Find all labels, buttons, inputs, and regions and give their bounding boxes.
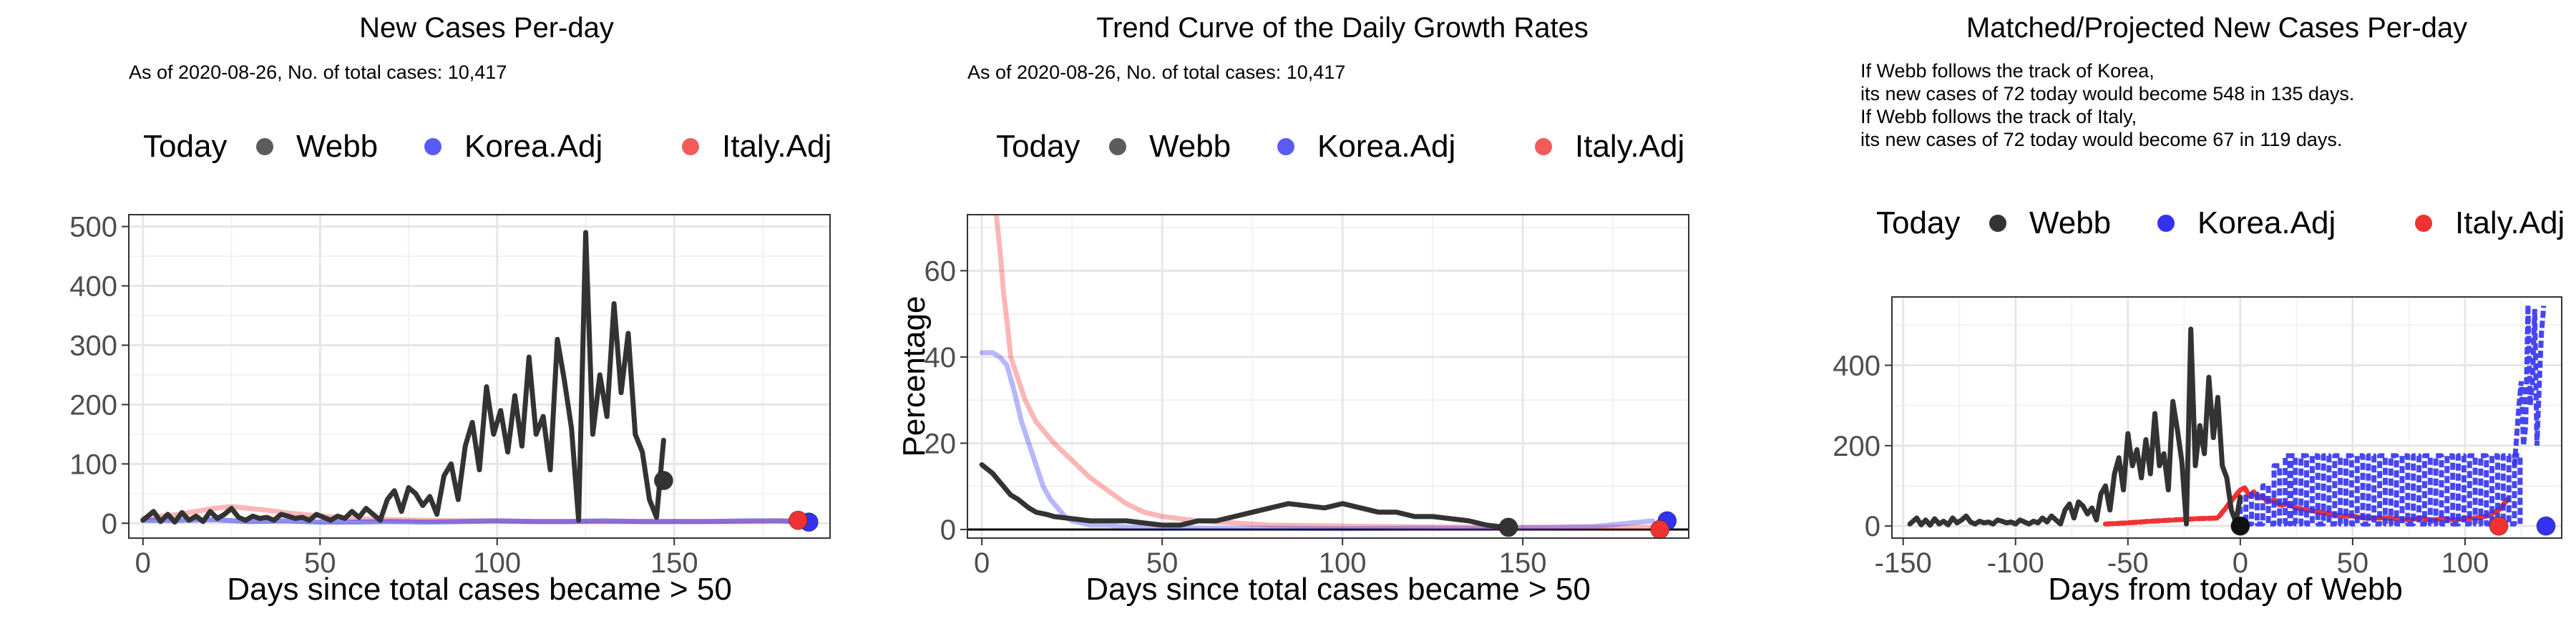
- chart-panel-1: New Cases Per-day As of 2020-08-26, No. o…: [69, 12, 831, 607]
- legend-label-webb: Webb: [1149, 129, 1231, 164]
- y-tick-label: 20: [924, 428, 957, 459]
- x-tick-label: 0: [974, 547, 990, 579]
- legend-label-korea: Korea.Adj: [464, 129, 602, 164]
- plot-area: [967, 215, 1689, 532]
- chart-title: New Cases Per-day: [359, 12, 614, 44]
- legend-label-webb: Webb: [296, 129, 378, 164]
- legend-key-italy: [682, 138, 699, 155]
- today-marker-italy: [2489, 516, 2509, 536]
- today-marker-italy: [1650, 519, 1670, 540]
- grid: [129, 215, 830, 538]
- series-line-korea: [140, 517, 804, 525]
- legend-label-italy: Italy.Adj: [2455, 205, 2565, 240]
- y-axis-label: Percentage: [897, 296, 932, 457]
- series-line-webb: [979, 462, 1508, 530]
- legend-key-webb: [1989, 215, 2006, 232]
- x-tick-label: 100: [1319, 547, 1367, 579]
- annotation-line-3: If Webb follows the track of Italy,: [1860, 106, 2137, 127]
- annotation-line-4: its new cases of 72 today would become 6…: [1860, 129, 2342, 150]
- grid: [1892, 297, 2562, 538]
- legend-label-italy: Italy.Adj: [722, 129, 831, 164]
- series-tail-korea: [2512, 305, 2547, 467]
- chart-panel-2: Trend Curve of the Daily Growth Rates As …: [897, 12, 1689, 607]
- grid: [967, 215, 1689, 538]
- x-tick-label: 0: [135, 547, 151, 579]
- x-tick-label: -150: [1875, 547, 1932, 579]
- panel-border: [1891, 296, 2562, 539]
- y-tick-label: 300: [69, 330, 117, 361]
- plot-area: [140, 230, 804, 525]
- chart-title: Matched/Projected New Cases Per-day: [1966, 12, 2467, 44]
- legend: Today Webb Korea.Adj Italy.Adj: [143, 129, 831, 164]
- today-marker-webb: [653, 471, 673, 491]
- legend-key-italy: [2415, 215, 2432, 232]
- chart-subtitle: As of 2020-08-26, No. of total cases: 10…: [967, 62, 1345, 83]
- today-marker-webb: [2230, 516, 2250, 536]
- x-axis-label: Days since total cases became > 50: [227, 572, 732, 607]
- annotation-line-1: If Webb follows the track of Korea,: [1860, 60, 2155, 82]
- y-tick-label: 200: [69, 389, 117, 421]
- y-tick-label: 500: [69, 212, 117, 243]
- x-tick-label: 50: [2337, 547, 2369, 579]
- x-tick-label: 50: [304, 547, 336, 579]
- x-tick-label: -50: [2107, 547, 2149, 579]
- series-line-korea: [2238, 453, 2523, 527]
- series-line-webb: [1907, 326, 2243, 528]
- series-line-webb: [140, 230, 666, 525]
- legend-key-webb: [1109, 138, 1126, 155]
- legend-key-webb: [256, 138, 273, 155]
- panel-border: [967, 214, 1689, 539]
- y-tick-label: 200: [1833, 431, 1880, 462]
- x-tick-label: 150: [1499, 547, 1547, 579]
- x-axis-label: Days from today of Webb: [2048, 572, 2403, 607]
- y-tick-label: 400: [69, 271, 117, 303]
- y-tick-label: 60: [924, 255, 957, 287]
- x-axis-label: Days since total cases became > 50: [1085, 572, 1591, 607]
- legend-key-korea: [2157, 215, 2175, 232]
- legend-key-korea: [424, 138, 441, 155]
- today-marker-korea: [2536, 516, 2556, 536]
- chart-title: Trend Curve of the Daily Growth Rates: [1096, 12, 1589, 44]
- y-tick-label: 40: [924, 342, 957, 374]
- chart-panel-3: Matched/Projected New Cases Per-day If We…: [1833, 12, 2565, 607]
- plot-area: [1907, 305, 2547, 528]
- today-marker-webb: [1498, 517, 1518, 537]
- series-line-italy: [993, 215, 1656, 530]
- legend-label-korea: Korea.Adj: [1317, 129, 1455, 164]
- x-tick-label: 100: [2441, 547, 2489, 579]
- y-tick-label: 400: [1833, 350, 1880, 381]
- chart-subtitle: As of 2020-08-26, No. of total cases: 10…: [129, 62, 507, 83]
- legend-key-italy: [1535, 138, 1552, 155]
- legend-title: Today: [996, 129, 1080, 164]
- series-line-korea: [979, 350, 1656, 532]
- y-tick-label: 0: [940, 514, 956, 546]
- legend: Today Webb Korea.Adj Italy.Adj: [1876, 205, 2565, 240]
- x-tick-label: 0: [2233, 547, 2248, 579]
- legend: Today Webb Korea.Adj Italy.Adj: [996, 129, 1684, 164]
- x-tick-label: -100: [1987, 547, 2044, 579]
- legend-label-korea: Korea.Adj: [2197, 205, 2336, 240]
- legend-label-webb: Webb: [2029, 205, 2111, 240]
- annotation-line-2: its new cases of 72 today would become 5…: [1860, 83, 2354, 104]
- y-tick-label: 0: [1865, 511, 1880, 542]
- today-marker-italy: [788, 510, 808, 530]
- y-tick-label: 0: [102, 508, 117, 540]
- legend-title: Today: [1876, 205, 1960, 240]
- x-tick-label: 100: [473, 547, 521, 579]
- x-tick-label: 50: [1146, 547, 1179, 579]
- legend-key-korea: [1277, 138, 1294, 155]
- x-tick-label: 150: [650, 547, 698, 579]
- y-tick-label: 100: [69, 449, 117, 480]
- panel-border: [128, 214, 831, 539]
- legend-title: Today: [143, 129, 227, 164]
- legend-label-italy: Italy.Adj: [1575, 129, 1684, 164]
